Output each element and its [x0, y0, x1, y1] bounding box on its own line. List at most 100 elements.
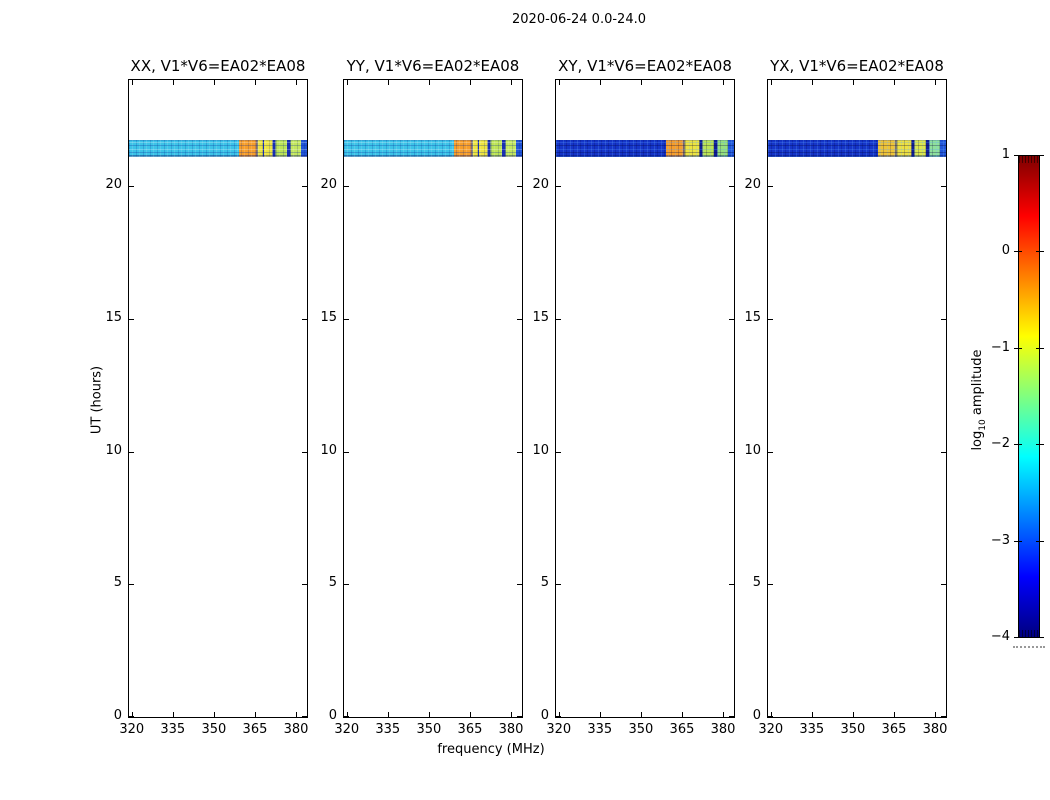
y-tick: [768, 716, 773, 717]
colorbar-tick: [1014, 540, 1022, 542]
y-tick-label: 20: [320, 177, 337, 193]
y-tick: [556, 451, 561, 453]
y-tick: [302, 451, 307, 453]
colorbar: [1018, 155, 1040, 638]
x-tick: [811, 80, 813, 85]
y-tick: [344, 186, 349, 188]
colorbar-tick: [1036, 444, 1044, 446]
x-tick: [811, 712, 813, 717]
y-tick: [302, 318, 307, 320]
colorbar-tick-label: −2: [990, 436, 1010, 452]
y-tick: [729, 716, 734, 717]
x-tick-label: 365: [669, 722, 695, 737]
y-tick-label: 15: [320, 309, 337, 325]
x-axis-label: frequency (MHz): [437, 742, 545, 757]
x-tick: [131, 80, 133, 85]
y-tick: [344, 318, 349, 320]
x-tick: [852, 712, 854, 717]
colorbar-tick-label: 1: [1001, 147, 1010, 162]
x-tick: [387, 712, 389, 717]
x-tick: [894, 80, 895, 85]
panel-yy: YY, V1*V6=EA02*EA08: [343, 57, 523, 718]
x-tick: [346, 80, 348, 85]
y-tick-label: 5: [540, 575, 549, 591]
x-tick: [682, 80, 683, 85]
y-tick: [768, 584, 773, 586]
y-tick-label: 10: [532, 442, 549, 458]
x-tick-label: 350: [840, 722, 866, 737]
colorbar-tick: [1014, 155, 1022, 156]
x-tick: [131, 712, 133, 717]
y-tick: [517, 716, 522, 717]
x-tick: [599, 712, 601, 717]
y-tick: [729, 584, 734, 586]
x-tick: [558, 712, 560, 717]
x-tick: [640, 80, 642, 85]
colorbar-tick: [1036, 347, 1044, 349]
y-tick: [129, 186, 134, 188]
y-tick-label: 0: [328, 708, 337, 723]
y-tick: [344, 716, 349, 717]
x-tick: [213, 80, 215, 85]
y-tick-label: 10: [320, 442, 337, 458]
colorbar-dotted-line: [1013, 646, 1045, 648]
y-tick: [729, 186, 734, 188]
colorbar-label-sub: 10: [977, 419, 988, 431]
y-tick: [302, 716, 307, 717]
x-tick-label: 335: [160, 722, 186, 737]
colorbar-tick-label: −1: [990, 339, 1010, 355]
y-tick: [517, 451, 522, 453]
x-tick: [172, 80, 174, 85]
x-tick: [682, 712, 683, 717]
x-tick: [511, 712, 512, 717]
y-tick-label: 0: [540, 708, 549, 723]
x-tick-label: 350: [628, 722, 654, 737]
y-tick-label: 10: [105, 442, 122, 458]
x-tick: [296, 712, 297, 717]
x-tick: [428, 712, 430, 717]
y-tick-label: 15: [744, 309, 761, 325]
y-tick: [129, 584, 134, 586]
x-tick-label: 335: [799, 722, 825, 737]
panel-title-yy: YY, V1*V6=EA02*EA08: [346, 57, 520, 75]
y-tick: [556, 186, 561, 188]
y-tick: [941, 318, 946, 320]
x-tick-label: 335: [375, 722, 401, 737]
colorbar-tick: [1014, 444, 1022, 446]
colorbar-tick: [1036, 637, 1044, 638]
x-tick: [346, 712, 348, 717]
x-tick-label: 380: [922, 722, 948, 737]
x-tick-label: 365: [242, 722, 268, 737]
y-tick: [129, 716, 134, 717]
colorbar-label-prefix: log: [970, 430, 986, 451]
x-tick-label: 335: [587, 722, 613, 737]
y-tick: [302, 186, 307, 188]
y-tick-label: 20: [744, 177, 761, 193]
x-tick: [558, 80, 560, 85]
x-tick: [770, 712, 772, 717]
y-tick-label: 15: [532, 309, 549, 325]
y-tick: [302, 584, 307, 586]
y-tick: [768, 318, 773, 320]
colorbar-label-suffix: amplitude: [970, 349, 986, 420]
y-tick: [768, 451, 773, 453]
x-tick: [428, 80, 430, 85]
figure-title: 2020-06-24 0.0-24.0: [512, 12, 646, 27]
x-tick: [723, 712, 724, 717]
y-tick-label: 0: [752, 708, 761, 723]
x-tick: [770, 80, 772, 85]
colorbar-tick-label: 0: [1001, 243, 1010, 259]
x-tick: [470, 80, 471, 85]
emission-band-yy: [344, 139, 522, 158]
y-tick: [556, 318, 561, 320]
x-tick: [640, 712, 642, 717]
x-tick-label: 380: [498, 722, 524, 737]
panel-title-yx: YX, V1*V6=EA02*EA08: [770, 57, 944, 75]
emission-band-xx: [129, 139, 307, 158]
colorbar-tick-label: −3: [990, 532, 1010, 548]
x-tick: [935, 80, 936, 85]
colorbar-tick: [1014, 347, 1022, 349]
y-tick: [941, 716, 946, 717]
y-tick: [517, 584, 522, 586]
